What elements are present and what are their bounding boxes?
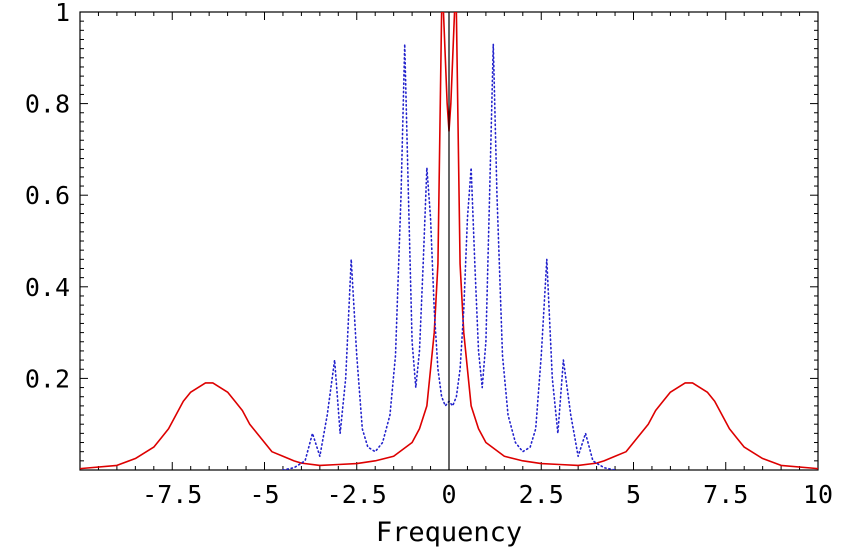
y-tick-label: 0.8: [25, 90, 70, 119]
x-tick-label: 10: [803, 480, 833, 509]
axis-ticks: [79, 11, 819, 470]
x-tick-label: 7.5: [703, 480, 748, 509]
x-tick-label: -2.5: [327, 480, 387, 509]
x-tick-label: 2.5: [519, 480, 564, 509]
y-tick-label: 0.4: [25, 273, 70, 302]
y-tick-label: 0.6: [25, 181, 70, 210]
x-tick-label: -5: [249, 480, 279, 509]
y-tick-label: 1: [55, 0, 70, 27]
x-tick-label: 5: [626, 480, 641, 509]
x-tick-label: -7.5: [142, 480, 202, 509]
x-axis-title: Frequency: [376, 517, 522, 548]
tick-labels: -7.5 -5 -2.5 0 2.5 5 7.5 10 0.2 0.4 0.6 0.8 1: [25, 0, 833, 509]
x-tick-label: 0: [441, 480, 456, 509]
y-tick-label: 0.2: [25, 364, 70, 393]
